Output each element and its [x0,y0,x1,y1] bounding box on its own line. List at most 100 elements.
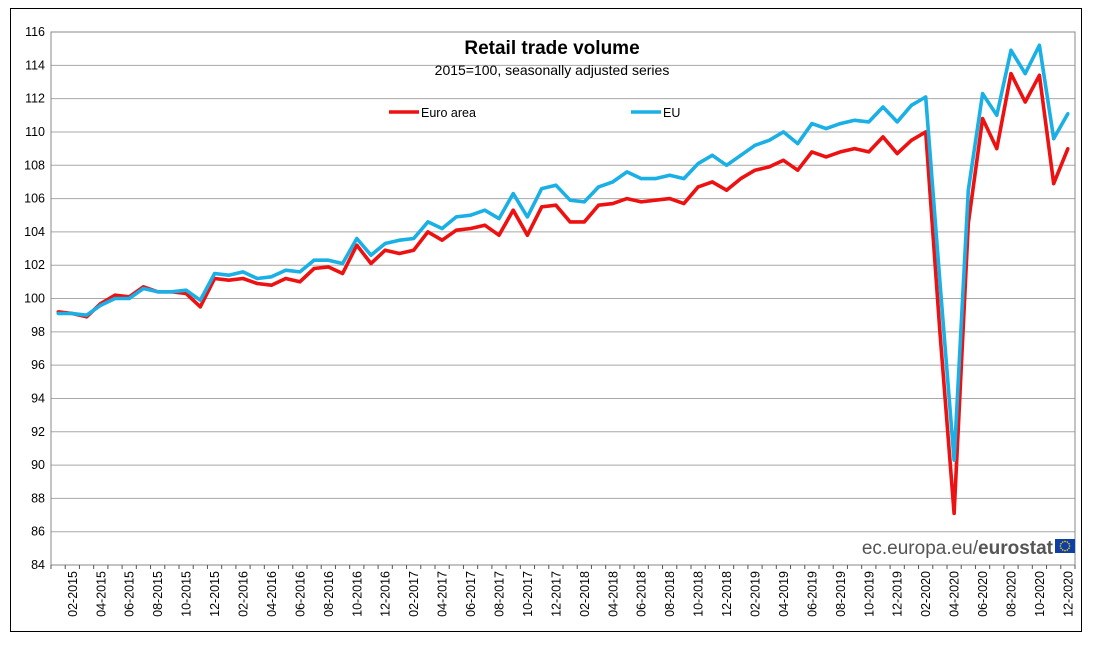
data-point [966,188,970,192]
chart-subtitle: 2015=100, seasonally adjusted series [435,62,670,78]
data-point [682,201,686,206]
data-point [454,215,458,219]
data-point [739,176,743,181]
data-point [525,233,530,237]
data-point [767,165,771,169]
data-point [440,226,444,231]
y-axis: 84 86 88 90 92 94 96 98 100 102 104 106 108 110 112 114… [24,25,45,572]
data-point [995,146,999,151]
data-point [56,311,60,316]
x-tick-label: 06-2015 [123,571,137,617]
series-lines [56,43,1070,516]
data-point [468,226,473,231]
data-point [241,276,245,281]
data-point [269,275,274,279]
data-point [468,213,473,217]
data-point [113,296,117,301]
data-point [184,288,188,292]
x-tick-label: 10-2018 [692,571,706,617]
data-point [412,248,416,252]
y-tick-label: 86 [31,525,45,539]
data-point [796,168,800,172]
data-point [397,238,402,242]
data-point [668,196,672,201]
data-point [525,215,530,219]
data-point [340,261,345,266]
data-point [625,196,629,201]
x-tick-label: 04-2020 [948,571,962,617]
data-point [582,200,586,204]
flag-star [1064,540,1066,543]
x-tick-label: 08-2017 [493,571,507,617]
x-tick-label: 04-2015 [94,571,108,617]
data-point [397,251,402,256]
x-tick-label: 12-2019 [891,571,905,617]
series-line-euro-area [57,71,1070,516]
x-tick-label: 04-2017 [436,571,450,617]
y-tick-label: 96 [31,358,45,372]
data-point [540,205,544,209]
flag-star [1061,549,1064,551]
data-point [824,127,828,131]
y-tick-label: 94 [31,391,45,405]
data-point [710,153,714,157]
data-point [127,296,131,301]
y-tick-label: 90 [31,458,45,472]
y-tick-label: 92 [31,425,45,439]
brand-name: eurostat [978,538,1054,559]
data-point [838,150,842,154]
data-point [212,271,217,276]
data-point [838,122,842,126]
legend-label: EU [663,106,680,120]
data-point [796,141,800,146]
x-tick-label: 04-2016 [265,571,279,617]
data-point [938,330,942,334]
flag-star [1068,545,1071,547]
chart-title: Retail trade volume [464,38,639,59]
x-tick-label: 08-2018 [663,571,677,617]
data-point [724,163,729,167]
data-point [84,313,89,317]
data-point [980,117,985,121]
data-point [412,236,416,241]
data-point [156,290,160,294]
x-tick-label: 04-2018 [606,571,620,617]
gridlines [50,31,1076,566]
y-tick-label: 84 [31,558,45,572]
data-point [824,155,828,159]
data-point [298,280,302,284]
data-point [1052,181,1056,186]
data-point [611,180,615,184]
data-point [980,92,985,96]
data-point [625,170,629,174]
data-point [298,270,302,274]
data-point [198,298,202,302]
x-tick-label: 08-2020 [1005,571,1019,617]
data-point [497,216,501,221]
data-point [198,305,202,309]
data-point [426,220,430,224]
data-point [938,280,942,284]
x-tick-label: 04-2019 [777,571,791,617]
x-tick-label: 06-2017 [464,571,478,617]
x-tick-label: 06-2019 [805,571,819,617]
data-point [881,105,885,109]
y-tick-label: 112 [25,92,45,106]
x-tick-label: 08-2016 [322,571,336,617]
data-point [113,293,117,297]
y-tick-label: 98 [31,325,45,339]
data-point [639,176,643,181]
data-point [284,268,288,272]
x-tick-label: 02-2018 [578,571,592,617]
x-tick-label: 12-2020 [1061,571,1075,617]
data-point [454,228,458,232]
data-point [596,185,601,189]
x-axis: 02-2015 04-2015 06-2015 08-2015 10-2015 12-20… [50,565,1076,617]
data-point [312,258,316,262]
data-point [611,201,615,206]
x-tick-label: 02-2016 [237,571,251,617]
data-point [1037,43,1042,47]
data-point [568,220,572,224]
data-point [255,281,259,286]
data-point [1052,137,1056,141]
